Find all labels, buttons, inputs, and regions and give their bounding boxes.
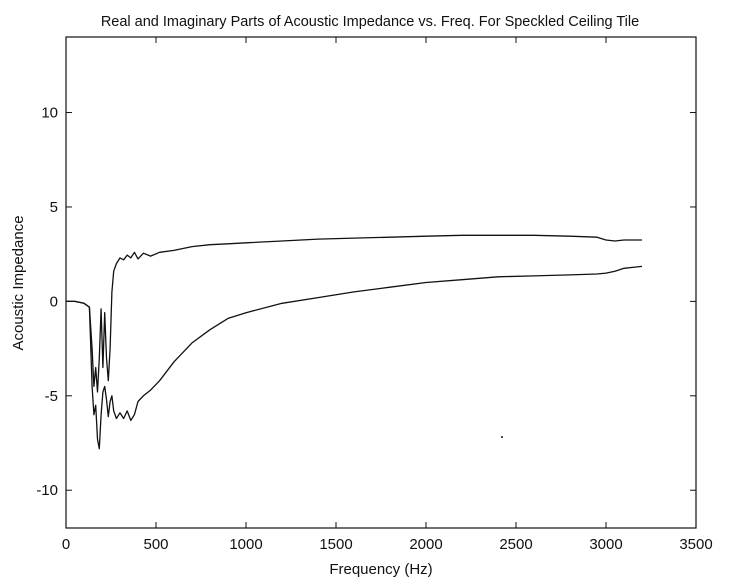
series-line-1	[66, 235, 642, 392]
x-tick-label: 1000	[229, 536, 262, 553]
x-tick-label: 1500	[319, 536, 352, 553]
x-axis-ticks: 0 500 1000 1500 2000 2500 3000 3500	[62, 37, 713, 553]
y-tick-label: -10	[36, 482, 58, 499]
y-axis-title: Acoustic Impedance	[10, 215, 27, 350]
stray-dot-mark	[501, 436, 503, 438]
plot-area	[66, 37, 696, 528]
x-tick-label: 0	[62, 536, 70, 553]
x-axis-title: Frequency (Hz)	[329, 561, 432, 578]
y-tick-label: 5	[50, 199, 58, 216]
x-tick-label: 3500	[679, 536, 712, 553]
x-tick-label: 3000	[589, 536, 622, 553]
series-lines	[66, 235, 642, 448]
x-tick-label: 500	[143, 536, 168, 553]
series-line-2	[66, 266, 642, 448]
chart-title: Real and Imaginary Parts of Acoustic Imp…	[101, 14, 639, 30]
x-tick-label: 2000	[409, 536, 442, 553]
y-tick-label: 0	[50, 293, 58, 310]
x-tick-label: 2500	[499, 536, 532, 553]
y-axis-ticks: -10 -5 0 5 10	[36, 105, 696, 500]
y-tick-label: -5	[45, 388, 58, 405]
y-tick-label: 10	[41, 105, 58, 122]
